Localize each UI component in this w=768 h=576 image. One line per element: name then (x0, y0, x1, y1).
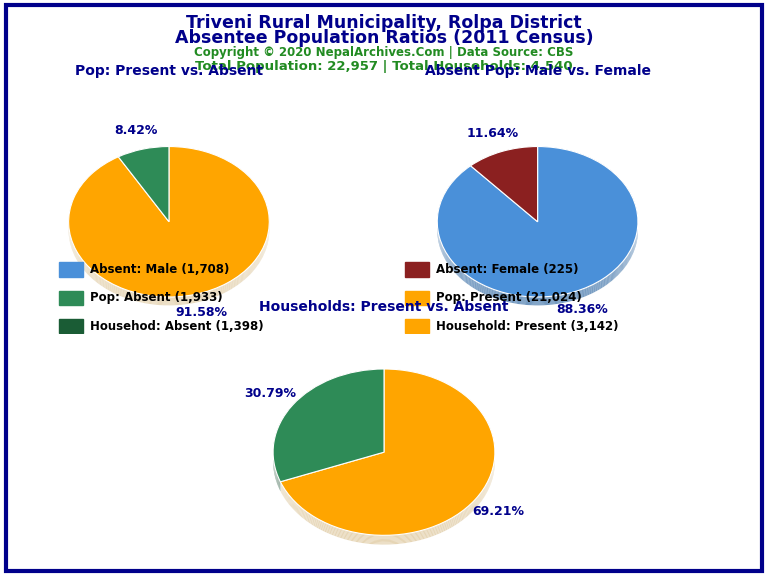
Bar (405, 290, 429, 305)
Wedge shape (68, 155, 270, 305)
Wedge shape (68, 153, 270, 304)
Wedge shape (471, 146, 538, 222)
Wedge shape (273, 376, 384, 488)
Text: Absent Pop: Male vs. Female: Absent Pop: Male vs. Female (425, 64, 650, 78)
Wedge shape (280, 377, 495, 544)
Wedge shape (273, 372, 384, 484)
Wedge shape (118, 154, 169, 229)
Wedge shape (471, 153, 538, 228)
Text: 11.64%: 11.64% (467, 127, 519, 141)
Text: 30.79%: 30.79% (244, 386, 296, 400)
Wedge shape (471, 151, 538, 226)
Wedge shape (280, 373, 495, 539)
Wedge shape (118, 150, 169, 225)
Wedge shape (118, 155, 169, 230)
Wedge shape (471, 154, 538, 229)
Wedge shape (437, 146, 638, 297)
Wedge shape (273, 378, 384, 491)
Wedge shape (118, 146, 169, 222)
Wedge shape (68, 152, 270, 302)
Wedge shape (118, 149, 169, 224)
Text: Pop: Present vs. Absent: Pop: Present vs. Absent (75, 64, 263, 78)
Wedge shape (437, 146, 638, 297)
Text: Copyright © 2020 NepalArchives.Com | Data Source: CBS: Copyright © 2020 NepalArchives.Com | Dat… (194, 46, 574, 59)
Text: Absent: Female (225): Absent: Female (225) (436, 263, 578, 276)
Wedge shape (273, 369, 384, 482)
Text: Absentee Population Ratios (2011 Census): Absentee Population Ratios (2011 Census) (174, 29, 594, 47)
Text: Household: Present (3,142): Household: Present (3,142) (436, 320, 618, 332)
Wedge shape (68, 150, 270, 300)
Text: 69.21%: 69.21% (472, 505, 524, 518)
Wedge shape (118, 153, 169, 228)
Wedge shape (68, 154, 270, 304)
Wedge shape (280, 370, 495, 536)
Wedge shape (273, 370, 384, 483)
Text: 8.42%: 8.42% (114, 124, 158, 138)
Wedge shape (437, 152, 638, 302)
Text: Pop: Absent (1,933): Pop: Absent (1,933) (91, 291, 223, 304)
Text: Househod: Absent (1,398): Househod: Absent (1,398) (91, 320, 264, 332)
Wedge shape (471, 147, 538, 223)
Wedge shape (437, 147, 638, 298)
Wedge shape (273, 375, 384, 487)
Bar (59, 290, 84, 305)
Bar (405, 262, 429, 277)
Wedge shape (280, 374, 495, 540)
Wedge shape (471, 146, 538, 222)
Wedge shape (68, 151, 270, 301)
Wedge shape (471, 149, 538, 224)
Wedge shape (280, 372, 495, 537)
Wedge shape (280, 376, 495, 543)
Wedge shape (437, 153, 638, 304)
Wedge shape (68, 147, 270, 298)
Wedge shape (437, 150, 638, 300)
Wedge shape (280, 378, 495, 545)
Wedge shape (118, 152, 169, 227)
Wedge shape (68, 146, 270, 297)
Wedge shape (280, 369, 495, 535)
Bar (405, 319, 429, 334)
Text: Absent: Male (1,708): Absent: Male (1,708) (91, 263, 230, 276)
Wedge shape (437, 154, 638, 304)
Wedge shape (471, 150, 538, 225)
Wedge shape (118, 147, 169, 223)
Bar (59, 319, 84, 334)
Wedge shape (471, 152, 538, 227)
Wedge shape (68, 146, 270, 297)
Wedge shape (437, 151, 638, 301)
Wedge shape (437, 149, 638, 299)
Wedge shape (273, 377, 384, 490)
Text: Pop: Present (21,024): Pop: Present (21,024) (436, 291, 581, 304)
Wedge shape (280, 369, 495, 535)
Wedge shape (280, 375, 495, 541)
Text: 88.36%: 88.36% (557, 303, 608, 316)
Text: Households: Present vs. Absent: Households: Present vs. Absent (260, 300, 508, 314)
Wedge shape (273, 374, 384, 486)
Wedge shape (273, 373, 384, 485)
Bar (59, 262, 84, 277)
Wedge shape (68, 149, 270, 299)
Wedge shape (273, 369, 384, 482)
Text: 91.58%: 91.58% (176, 306, 228, 319)
Text: Triveni Rural Municipality, Rolpa District: Triveni Rural Municipality, Rolpa Distri… (186, 14, 582, 32)
Wedge shape (118, 146, 169, 222)
Wedge shape (437, 155, 638, 305)
Wedge shape (118, 151, 169, 226)
Wedge shape (471, 155, 538, 230)
Text: Total Population: 22,957 | Total Households: 4,540: Total Population: 22,957 | Total Househo… (195, 60, 573, 74)
